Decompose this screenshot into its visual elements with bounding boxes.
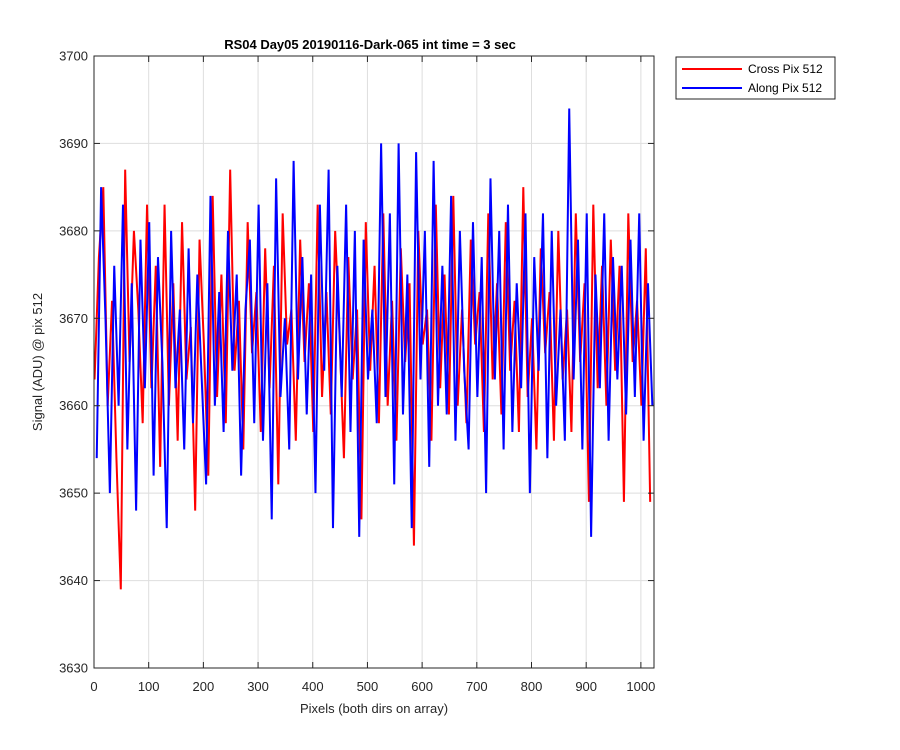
plot-frame (93, 55, 655, 669)
y-tick-labels: 3630 3640 3650 3660 3670 3680 3690 3700 (59, 49, 88, 676)
chart-title: RS04 Day05 20190116-Dark-065 int time = … (224, 37, 516, 52)
x-tick-label: 0 (90, 679, 97, 694)
series-line-along (95, 108, 654, 537)
legend-label-along: Along Pix 512 (748, 81, 822, 95)
x-tick-labels: 0 100 200 300 400 500 600 700 800 900 1000 (90, 679, 655, 694)
axis-ticks (93, 55, 654, 669)
y-tick-label: 3640 (59, 573, 88, 588)
legend-label-cross: Cross Pix 512 (748, 62, 823, 76)
y-tick-label: 3680 (59, 223, 88, 238)
x-tick-label: 700 (466, 679, 488, 694)
x-tick-label: 300 (247, 679, 269, 694)
x-axis-label: Pixels (both dirs on array) (300, 701, 448, 716)
x-tick-label: 400 (302, 679, 324, 694)
x-tick-label: 200 (193, 679, 215, 694)
legend-box (675, 56, 836, 100)
y-axis-label: Signal (ADU) @ pix 512 (30, 293, 45, 431)
y-tick-label: 3690 (59, 136, 88, 151)
y-tick-label: 3650 (59, 486, 88, 501)
y-tick-label: 3670 (59, 311, 88, 326)
x-tick-label: 100 (138, 679, 160, 694)
x-tick-label: 1000 (626, 679, 655, 694)
legend: Cross Pix 512 Along Pix 512 (675, 56, 836, 100)
y-tick-label: 3630 (59, 661, 88, 676)
x-tick-label: 800 (521, 679, 543, 694)
y-tick-label: 3660 (59, 398, 88, 413)
x-tick-label: 500 (357, 679, 379, 694)
series-lines (93, 108, 654, 590)
x-tick-label: 600 (411, 679, 433, 694)
y-tick-label: 3700 (59, 49, 88, 64)
x-tick-label: 900 (575, 679, 597, 694)
